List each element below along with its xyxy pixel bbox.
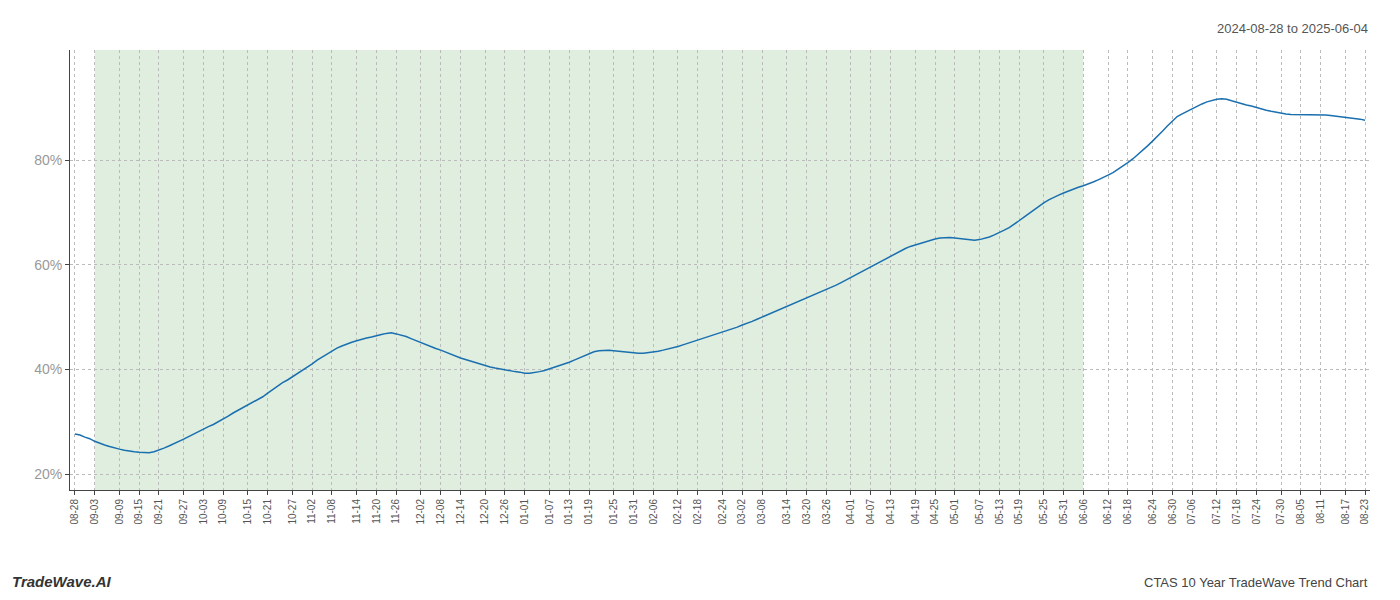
svg-text:04-13: 04-13 (885, 499, 896, 525)
svg-text:01-31: 01-31 (628, 499, 639, 525)
svg-text:10-27: 10-27 (287, 499, 298, 525)
svg-text:11-14: 11-14 (351, 499, 362, 524)
svg-text:TradeWave.AI: TradeWave.AI (12, 573, 111, 590)
svg-text:01-19: 01-19 (583, 499, 594, 525)
svg-text:10-21: 10-21 (262, 499, 273, 525)
svg-text:04-25: 04-25 (929, 499, 940, 525)
svg-text:11-20: 11-20 (371, 499, 382, 524)
svg-text:04-07: 04-07 (865, 499, 876, 525)
svg-text:02-12: 02-12 (672, 499, 683, 525)
svg-text:05-25: 05-25 (1038, 499, 1049, 525)
svg-text:05-13: 05-13 (994, 499, 1005, 525)
svg-text:40%: 40% (34, 361, 62, 377)
svg-text:2024-08-28 to 2025-06-04: 2024-08-28 to 2025-06-04 (1217, 21, 1368, 36)
svg-text:10-03: 10-03 (198, 499, 209, 525)
svg-text:02-06: 02-06 (648, 499, 659, 525)
svg-text:11-02: 11-02 (306, 499, 317, 524)
svg-text:08-17: 08-17 (1340, 499, 1351, 525)
svg-text:01-25: 01-25 (608, 499, 619, 525)
svg-text:60%: 60% (34, 257, 62, 273)
svg-text:03-26: 03-26 (821, 499, 832, 525)
svg-text:01-01: 01-01 (519, 499, 530, 525)
svg-text:08-05: 08-05 (1295, 499, 1306, 525)
svg-text:04-01: 04-01 (845, 499, 856, 525)
svg-text:CTAS 10 Year TradeWave Trend C: CTAS 10 Year TradeWave Trend Chart (1144, 575, 1368, 590)
svg-text:06-24: 06-24 (1147, 499, 1158, 525)
svg-text:01-07: 01-07 (544, 499, 555, 525)
svg-text:06-30: 06-30 (1167, 499, 1178, 525)
svg-text:07-12: 07-12 (1211, 499, 1222, 525)
svg-text:10-15: 10-15 (242, 499, 253, 525)
svg-text:09-03: 09-03 (89, 499, 100, 525)
svg-text:08-11: 08-11 (1315, 499, 1326, 524)
svg-text:80%: 80% (34, 152, 62, 168)
svg-text:12-02: 12-02 (415, 499, 426, 525)
svg-text:08-28: 08-28 (69, 499, 80, 525)
svg-text:07-18: 07-18 (1231, 499, 1242, 525)
svg-text:02-24: 02-24 (717, 499, 728, 525)
svg-text:10-09: 10-09 (217, 499, 228, 525)
svg-text:03-14: 03-14 (781, 499, 792, 525)
svg-text:07-06: 07-06 (1186, 499, 1197, 525)
svg-text:06-12: 06-12 (1102, 499, 1113, 525)
svg-text:07-30: 07-30 (1275, 499, 1286, 525)
svg-text:07-24: 07-24 (1251, 499, 1262, 525)
svg-text:06-06: 06-06 (1078, 499, 1089, 525)
svg-text:09-27: 09-27 (178, 499, 189, 525)
svg-text:04-19: 04-19 (910, 499, 921, 525)
svg-text:05-19: 05-19 (1013, 499, 1024, 525)
svg-text:03-20: 03-20 (801, 499, 812, 525)
svg-text:12-20: 12-20 (479, 499, 490, 525)
svg-text:08-23: 08-23 (1359, 499, 1370, 525)
svg-text:20%: 20% (34, 466, 62, 482)
svg-text:09-15: 09-15 (133, 499, 144, 525)
svg-text:01-13: 01-13 (563, 499, 574, 525)
svg-text:06-18: 06-18 (1122, 499, 1133, 525)
svg-text:12-14: 12-14 (455, 499, 466, 525)
svg-text:02-18: 02-18 (692, 499, 703, 525)
svg-text:09-21: 09-21 (153, 499, 164, 525)
svg-text:03-02: 03-02 (736, 499, 747, 525)
svg-text:09-09: 09-09 (114, 499, 125, 525)
svg-text:05-07: 05-07 (974, 499, 985, 525)
svg-text:12-26: 12-26 (499, 499, 510, 525)
svg-text:05-31: 05-31 (1058, 499, 1069, 525)
svg-text:11-26: 11-26 (390, 499, 401, 524)
svg-text:12-08: 12-08 (435, 499, 446, 525)
svg-text:05-01: 05-01 (949, 499, 960, 525)
svg-text:11-08: 11-08 (326, 499, 337, 524)
svg-text:03-08: 03-08 (756, 499, 767, 525)
